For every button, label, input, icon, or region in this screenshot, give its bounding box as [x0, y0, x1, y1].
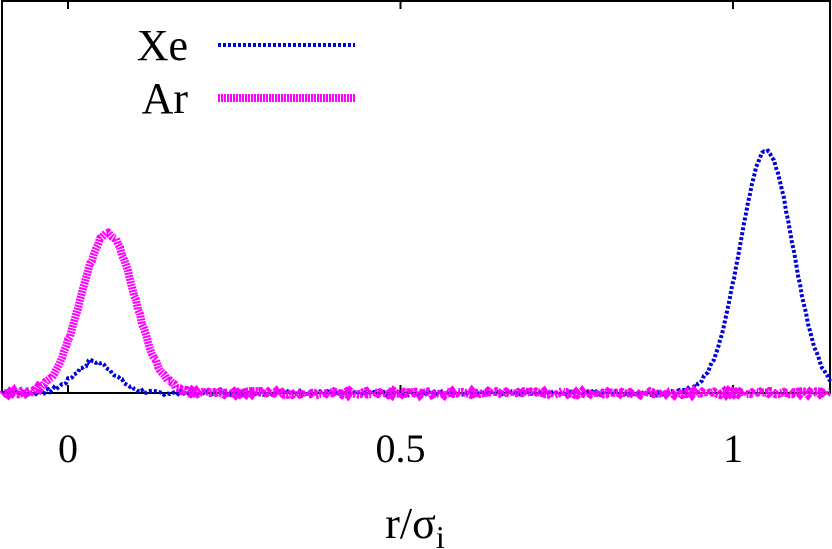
x-axis-title-subscript: i	[436, 519, 445, 549]
x-axis-title: r/σi	[385, 499, 445, 549]
series-line-xe	[1, 148, 832, 398]
legend-label-ar: Ar	[142, 74, 189, 123]
x-tick-label: 0.5	[376, 426, 426, 471]
plot-frame	[1, 0, 831, 394]
legend-label-xe: Xe	[137, 21, 188, 70]
x-ticks: 00.511.52	[58, 1, 743, 471]
x-tick-label: 0	[58, 426, 78, 471]
series-lines	[0, 148, 832, 402]
series-line-ar	[0, 228, 832, 402]
x-axis-title-main: r/σ	[385, 499, 436, 548]
x-tick-label: 1	[723, 426, 743, 471]
